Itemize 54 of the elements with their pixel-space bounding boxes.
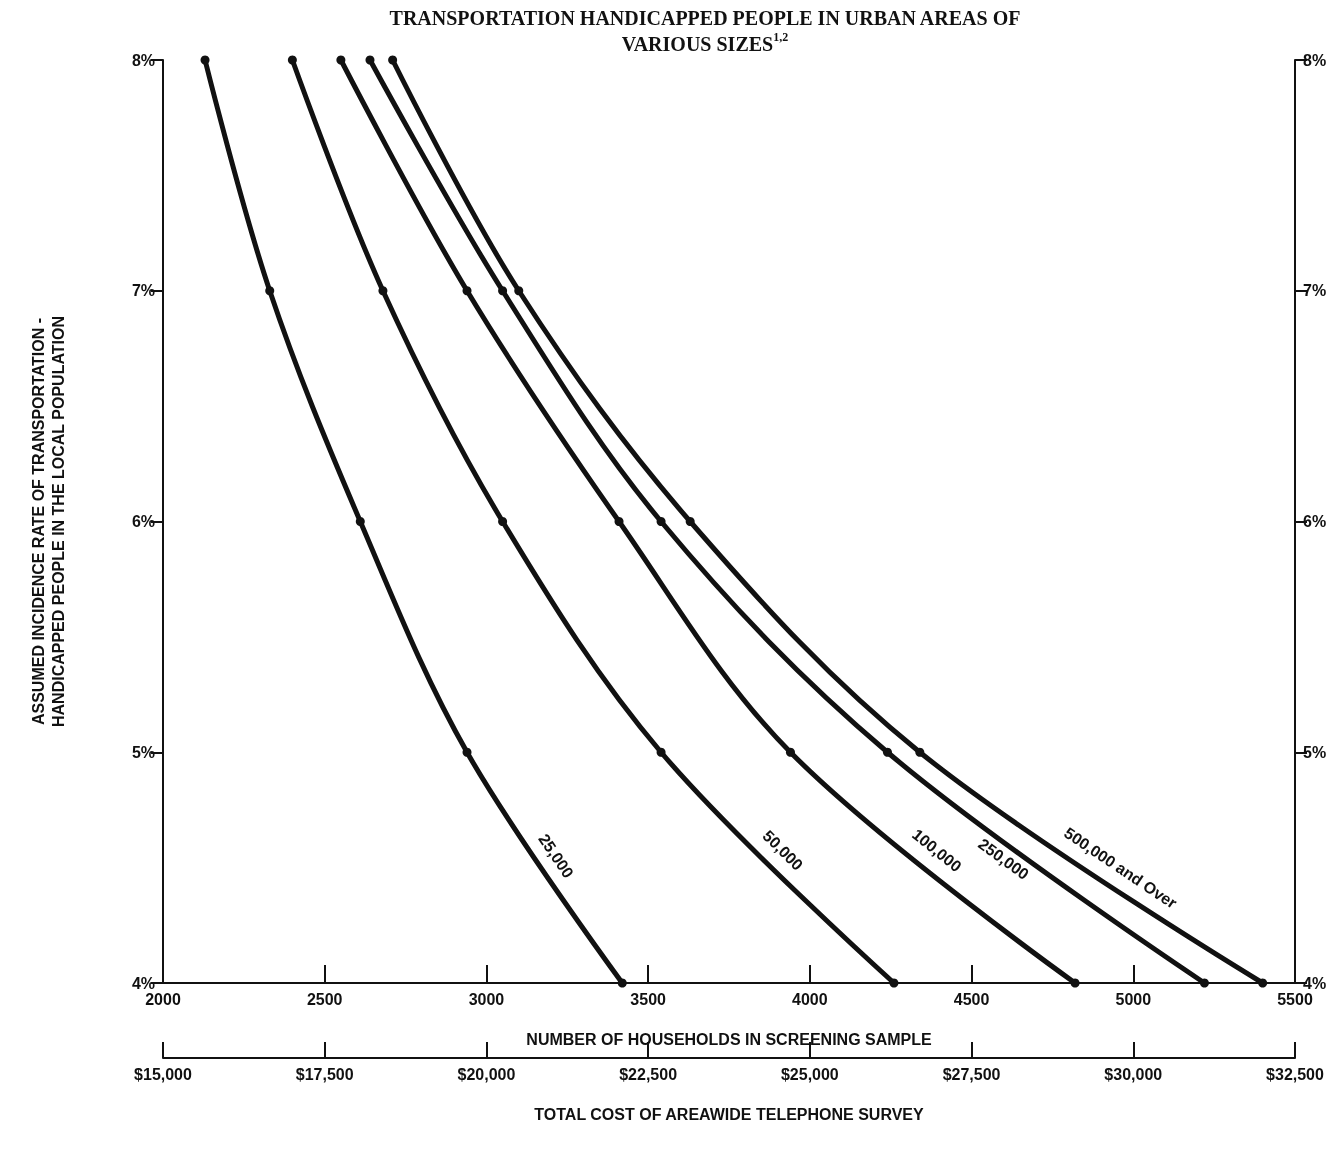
- y-tick-label: 5%: [131, 743, 155, 761]
- x-tick-label: 3500: [630, 990, 667, 1008]
- point: [265, 286, 275, 296]
- x-tick-label: 2000: [145, 990, 181, 1008]
- x2-tick-label: $15,000: [134, 1065, 193, 1083]
- x2-tick-label: $17,500: [295, 1065, 354, 1083]
- point: [378, 286, 388, 296]
- x2-tick-label: $20,000: [457, 1065, 516, 1083]
- point: [200, 55, 210, 65]
- x-tick-label: 5000: [1115, 990, 1152, 1008]
- x-tick-label: 5500: [1277, 990, 1313, 1008]
- point: [498, 286, 508, 296]
- point: [514, 286, 524, 296]
- point: [656, 747, 666, 757]
- y-tick-label: 7%: [131, 282, 155, 300]
- y-tick-label: 8%: [131, 51, 155, 69]
- x2-tick-label: $30,000: [1104, 1065, 1163, 1083]
- x-tick-label: 4500: [953, 990, 990, 1008]
- point: [462, 747, 472, 757]
- point: [1258, 978, 1268, 988]
- x-tick-label: 2500: [306, 990, 343, 1008]
- point: [617, 978, 627, 988]
- point: [287, 55, 297, 65]
- x2-tick-label: $22,500: [619, 1065, 678, 1083]
- y2-tick-label: 6%: [1303, 513, 1327, 530]
- point: [915, 747, 925, 757]
- point: [336, 55, 346, 65]
- x2-axis-title: TOTAL COST OF AREAWIDE TELEPHONE SURVEY: [534, 1105, 925, 1123]
- y2-tick-label: 8%: [1303, 51, 1327, 69]
- y-tick-label: 6%: [131, 513, 155, 530]
- point: [365, 55, 375, 65]
- point: [685, 517, 695, 526]
- point: [388, 55, 398, 65]
- y-tick-label: 4%: [131, 974, 155, 992]
- x-axis-title: NUMBER OF HOUSEHOLDS IN SCREENING SAMPLE: [526, 1030, 933, 1048]
- y2-tick-label: 5%: [1303, 743, 1327, 761]
- x-tick-label: 4000: [792, 990, 828, 1008]
- x2-tick-label: $32,500: [1266, 1065, 1325, 1083]
- point: [355, 517, 365, 526]
- point: [785, 747, 795, 757]
- y-axis-title: ASSUMED INCIDENCE RATE OF TRANSPORTATION - HANDICAPPED PEOPLE IN THE LOCAL POPULATION: [29, 316, 67, 727]
- point: [889, 978, 899, 988]
- point: [882, 747, 892, 757]
- y2-tick-label: 4%: [1303, 974, 1327, 992]
- x-tick-label: 3000: [468, 990, 505, 1008]
- point: [1070, 978, 1080, 988]
- point: [462, 286, 472, 296]
- point: [656, 517, 666, 526]
- x2-tick-label: $27,500: [942, 1065, 1001, 1083]
- point: [614, 517, 624, 526]
- y2-tick-label: 7%: [1303, 282, 1327, 300]
- x2-tick-label: $25,000: [780, 1065, 839, 1083]
- point: [1199, 978, 1209, 988]
- point: [498, 517, 508, 526]
